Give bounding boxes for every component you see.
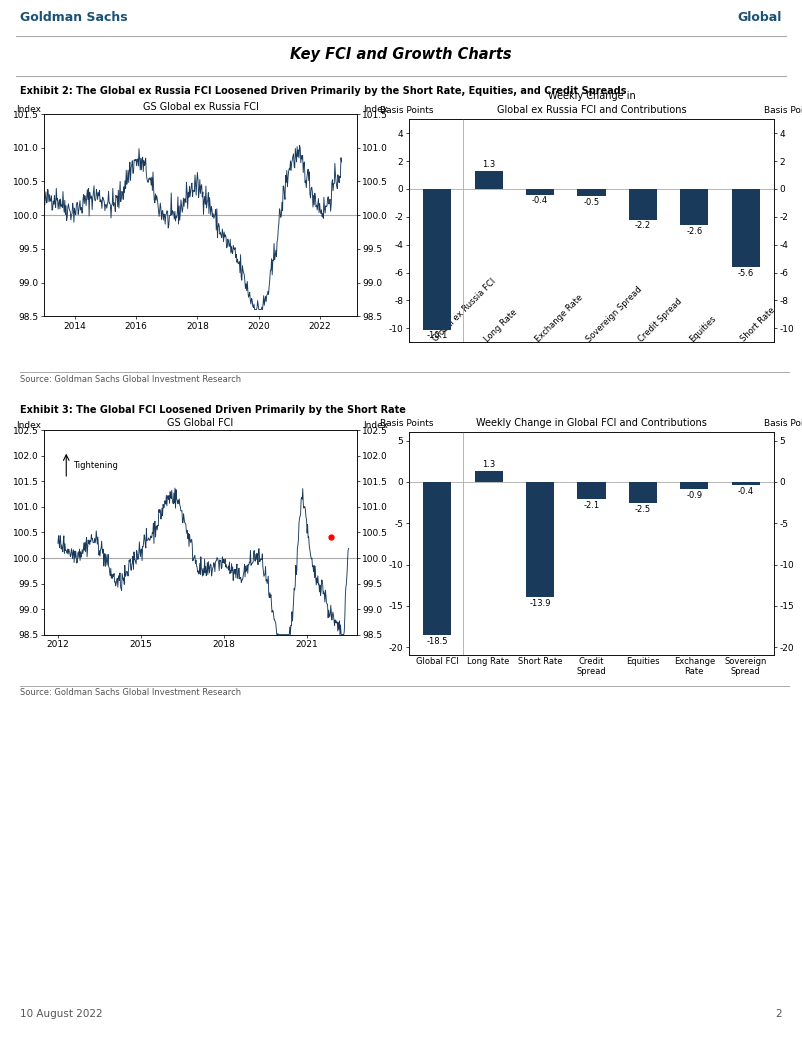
- Bar: [475, 471, 503, 482]
- Text: Basis Points: Basis Points: [380, 419, 433, 428]
- Text: -2.6: -2.6: [687, 227, 703, 235]
- Text: 2: 2: [776, 1009, 782, 1018]
- Bar: [629, 189, 657, 220]
- Bar: [526, 189, 554, 195]
- Text: Basis Points: Basis Points: [380, 106, 433, 115]
- Text: Exhibit 3: The Global FCI Loosened Driven Primarily by the Short Rate: Exhibit 3: The Global FCI Loosened Drive…: [20, 405, 406, 415]
- Text: Index: Index: [363, 421, 388, 430]
- Text: -10.1: -10.1: [427, 332, 448, 340]
- Text: Source: Goldman Sachs Global Investment Research: Source: Goldman Sachs Global Investment …: [20, 374, 241, 384]
- Text: Index: Index: [16, 105, 41, 114]
- Text: -0.5: -0.5: [583, 198, 600, 206]
- Bar: [526, 482, 554, 596]
- Bar: [731, 189, 759, 267]
- Text: -0.4: -0.4: [738, 487, 754, 497]
- Text: -2.5: -2.5: [635, 505, 651, 513]
- Text: -0.9: -0.9: [687, 492, 703, 501]
- Bar: [680, 189, 708, 225]
- Text: -0.4: -0.4: [532, 196, 548, 205]
- Text: Basis Points: Basis Points: [764, 419, 802, 428]
- Bar: [577, 482, 606, 500]
- Text: Global ex Russia FCI and Contributions: Global ex Russia FCI and Contributions: [496, 105, 687, 115]
- Text: Global: Global: [738, 11, 782, 24]
- Bar: [577, 189, 606, 196]
- Text: Key FCI and Growth Charts: Key FCI and Growth Charts: [290, 48, 512, 62]
- Bar: [731, 482, 759, 485]
- Bar: [475, 171, 503, 189]
- Bar: [423, 189, 452, 330]
- Bar: [680, 482, 708, 489]
- Bar: [423, 482, 452, 635]
- Text: Index: Index: [363, 105, 388, 114]
- Text: -13.9: -13.9: [529, 598, 551, 608]
- Text: Weekly Change in: Weekly Change in: [548, 91, 635, 102]
- Text: -2.2: -2.2: [635, 221, 651, 230]
- Text: 10 August 2022: 10 August 2022: [20, 1009, 103, 1018]
- Text: 1.3: 1.3: [482, 460, 496, 469]
- Text: -5.6: -5.6: [738, 269, 754, 278]
- Bar: [629, 482, 657, 503]
- Text: Source: Goldman Sachs Global Investment Research: Source: Goldman Sachs Global Investment …: [20, 688, 241, 697]
- Text: Exhibit 2: The Global ex Russia FCI Loosened Driven Primarily by the Short Rate,: Exhibit 2: The Global ex Russia FCI Loos…: [20, 86, 626, 95]
- Text: Tightening: Tightening: [73, 460, 118, 470]
- Text: -2.1: -2.1: [583, 501, 600, 510]
- Text: GS Global ex Russia FCI: GS Global ex Russia FCI: [143, 102, 258, 112]
- Text: Basis Points: Basis Points: [764, 106, 802, 115]
- Text: Goldman Sachs: Goldman Sachs: [20, 11, 128, 24]
- Text: GS Global FCI: GS Global FCI: [168, 418, 233, 428]
- Text: 1.3: 1.3: [482, 160, 496, 169]
- Text: Weekly Change in Global FCI and Contributions: Weekly Change in Global FCI and Contribu…: [476, 418, 707, 428]
- Text: Index: Index: [16, 421, 41, 430]
- Text: -18.5: -18.5: [427, 637, 448, 646]
